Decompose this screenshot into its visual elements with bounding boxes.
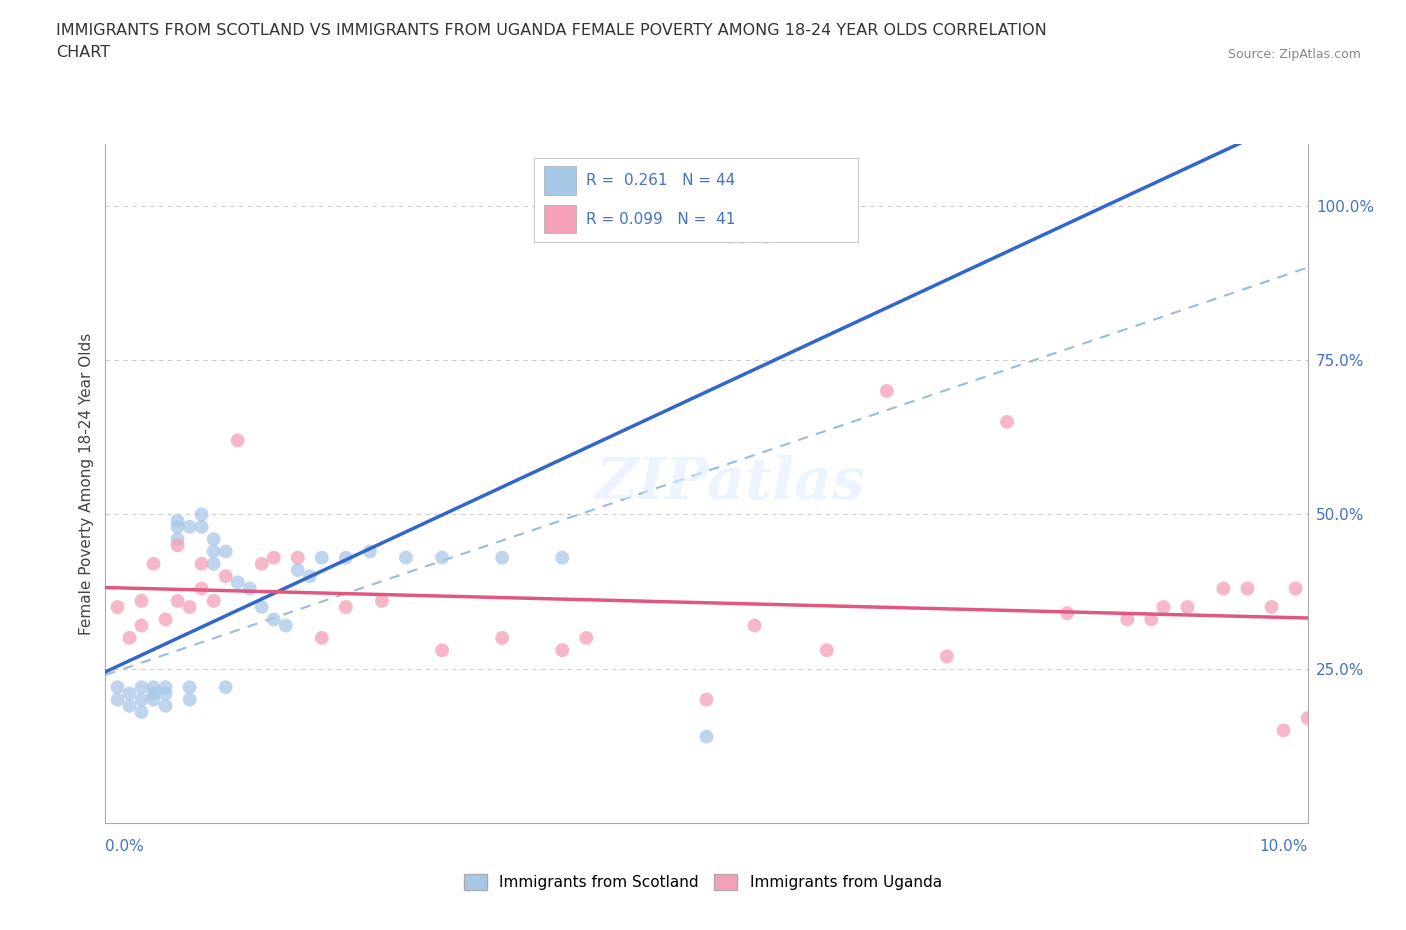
- Point: [179, 519, 201, 534]
- Point: [335, 600, 357, 615]
- Point: [190, 507, 212, 522]
- Point: [371, 593, 394, 608]
- Point: [1296, 711, 1319, 725]
- Point: [190, 556, 212, 571]
- Point: [287, 563, 309, 578]
- Point: [1260, 600, 1282, 615]
- Point: [166, 593, 188, 608]
- Point: [202, 556, 225, 571]
- Point: [263, 551, 285, 565]
- Text: Source: ZipAtlas.com: Source: ZipAtlas.com: [1227, 48, 1361, 61]
- Bar: [544, 166, 576, 195]
- Point: [491, 551, 513, 565]
- Point: [179, 680, 201, 695]
- Point: [142, 556, 165, 571]
- Point: [1175, 600, 1198, 615]
- Point: [155, 612, 177, 627]
- Point: [107, 600, 129, 615]
- Point: [142, 680, 165, 695]
- Text: ZIPatlas: ZIPatlas: [596, 456, 866, 512]
- Point: [1152, 600, 1174, 615]
- Point: [1140, 612, 1163, 627]
- Point: [131, 705, 153, 720]
- Point: [131, 618, 153, 633]
- Point: [190, 581, 212, 596]
- Point: [755, 230, 778, 245]
- Point: [179, 692, 201, 707]
- Point: [731, 230, 754, 245]
- Point: [430, 551, 453, 565]
- Point: [166, 513, 188, 528]
- Point: [179, 600, 201, 615]
- Point: [118, 686, 141, 701]
- Point: [1056, 605, 1078, 620]
- Point: [298, 569, 321, 584]
- Text: R =  0.261   N = 44: R = 0.261 N = 44: [586, 173, 735, 188]
- Point: [131, 680, 153, 695]
- Point: [166, 519, 188, 534]
- Point: [118, 698, 141, 713]
- Point: [263, 612, 285, 627]
- Point: [575, 631, 598, 645]
- Point: [876, 383, 898, 398]
- Point: [744, 618, 766, 633]
- Point: [155, 698, 177, 713]
- Point: [155, 686, 177, 701]
- Point: [202, 544, 225, 559]
- Text: 10.0%: 10.0%: [1260, 839, 1308, 854]
- Point: [190, 519, 212, 534]
- Point: [995, 415, 1018, 430]
- Point: [491, 631, 513, 645]
- Point: [430, 643, 453, 658]
- Point: [214, 544, 236, 559]
- Point: [107, 692, 129, 707]
- Point: [696, 729, 718, 744]
- Point: [239, 581, 262, 596]
- Point: [815, 643, 838, 658]
- Point: [107, 680, 129, 695]
- Point: [142, 692, 165, 707]
- Point: [155, 680, 177, 695]
- Point: [335, 551, 357, 565]
- Point: [202, 532, 225, 547]
- Point: [1284, 581, 1306, 596]
- Bar: [544, 205, 576, 233]
- Point: [1272, 723, 1295, 737]
- Y-axis label: Female Poverty Among 18-24 Year Olds: Female Poverty Among 18-24 Year Olds: [79, 333, 94, 635]
- Point: [250, 556, 273, 571]
- Point: [214, 680, 236, 695]
- Point: [166, 538, 188, 552]
- Point: [395, 551, 418, 565]
- Text: R = 0.099   N =  41: R = 0.099 N = 41: [586, 212, 735, 227]
- Point: [359, 544, 381, 559]
- Point: [551, 551, 574, 565]
- Point: [131, 593, 153, 608]
- Point: [551, 643, 574, 658]
- Point: [166, 532, 188, 547]
- Point: [214, 569, 236, 584]
- Point: [696, 692, 718, 707]
- Point: [1236, 581, 1258, 596]
- Point: [720, 230, 742, 245]
- Point: [202, 593, 225, 608]
- Point: [226, 575, 249, 590]
- Point: [311, 551, 333, 565]
- Point: [250, 600, 273, 615]
- Point: [142, 686, 165, 701]
- Point: [274, 618, 297, 633]
- Legend: Immigrants from Scotland, Immigrants from Uganda: Immigrants from Scotland, Immigrants fro…: [458, 868, 948, 897]
- Text: CHART: CHART: [56, 45, 110, 60]
- Point: [226, 433, 249, 448]
- Point: [118, 631, 141, 645]
- Point: [311, 631, 333, 645]
- Point: [1212, 581, 1234, 596]
- Point: [1116, 612, 1139, 627]
- Text: 0.0%: 0.0%: [105, 839, 145, 854]
- Point: [287, 551, 309, 565]
- Point: [131, 692, 153, 707]
- Point: [936, 649, 959, 664]
- Text: IMMIGRANTS FROM SCOTLAND VS IMMIGRANTS FROM UGANDA FEMALE POVERTY AMONG 18-24 YE: IMMIGRANTS FROM SCOTLAND VS IMMIGRANTS F…: [56, 23, 1047, 38]
